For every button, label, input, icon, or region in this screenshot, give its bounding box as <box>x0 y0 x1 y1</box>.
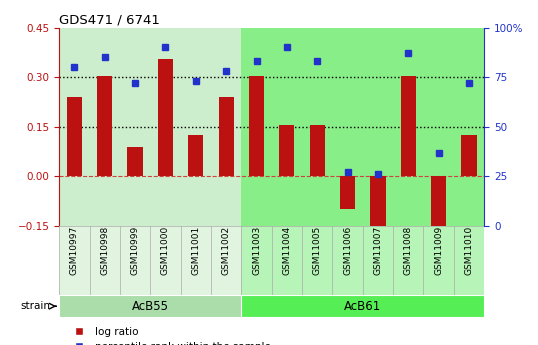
Legend: log ratio, percentile rank within the sample: log ratio, percentile rank within the sa… <box>65 323 274 345</box>
Text: GSM10998: GSM10998 <box>100 226 109 275</box>
Text: GSM11008: GSM11008 <box>404 226 413 275</box>
Bar <box>401 76 416 176</box>
Text: GSM10997: GSM10997 <box>70 226 79 275</box>
Text: GSM11009: GSM11009 <box>434 226 443 275</box>
Text: GSM11006: GSM11006 <box>343 226 352 275</box>
Text: GSM11004: GSM11004 <box>282 226 292 275</box>
Bar <box>242 28 484 226</box>
Text: AcB55: AcB55 <box>132 300 169 313</box>
Text: GSM11010: GSM11010 <box>464 226 473 275</box>
Bar <box>128 147 143 176</box>
Bar <box>59 226 242 295</box>
Bar <box>310 125 325 176</box>
Bar <box>218 97 233 176</box>
Text: GSM11005: GSM11005 <box>313 226 322 275</box>
Text: AcB61: AcB61 <box>344 300 381 313</box>
Bar <box>279 125 294 176</box>
Text: strain: strain <box>20 301 50 311</box>
Bar <box>431 176 446 229</box>
Bar <box>97 76 112 176</box>
Bar <box>370 176 386 246</box>
Bar <box>242 226 484 295</box>
Bar <box>249 76 264 176</box>
Text: GSM10999: GSM10999 <box>131 226 139 275</box>
Bar <box>59 28 242 226</box>
Text: GSM11001: GSM11001 <box>192 226 200 275</box>
Bar <box>188 135 203 176</box>
Bar <box>242 28 484 226</box>
Bar <box>158 59 173 176</box>
Text: GSM11003: GSM11003 <box>252 226 261 275</box>
Bar <box>59 28 242 226</box>
Text: GSM11007: GSM11007 <box>373 226 383 275</box>
Bar <box>462 135 477 176</box>
Text: GDS471 / 6741: GDS471 / 6741 <box>59 13 160 27</box>
Bar <box>340 176 355 209</box>
Bar <box>67 97 82 176</box>
Text: GSM11000: GSM11000 <box>161 226 170 275</box>
Bar <box>59 295 242 317</box>
Text: GSM11002: GSM11002 <box>222 226 231 275</box>
Bar <box>242 295 484 317</box>
